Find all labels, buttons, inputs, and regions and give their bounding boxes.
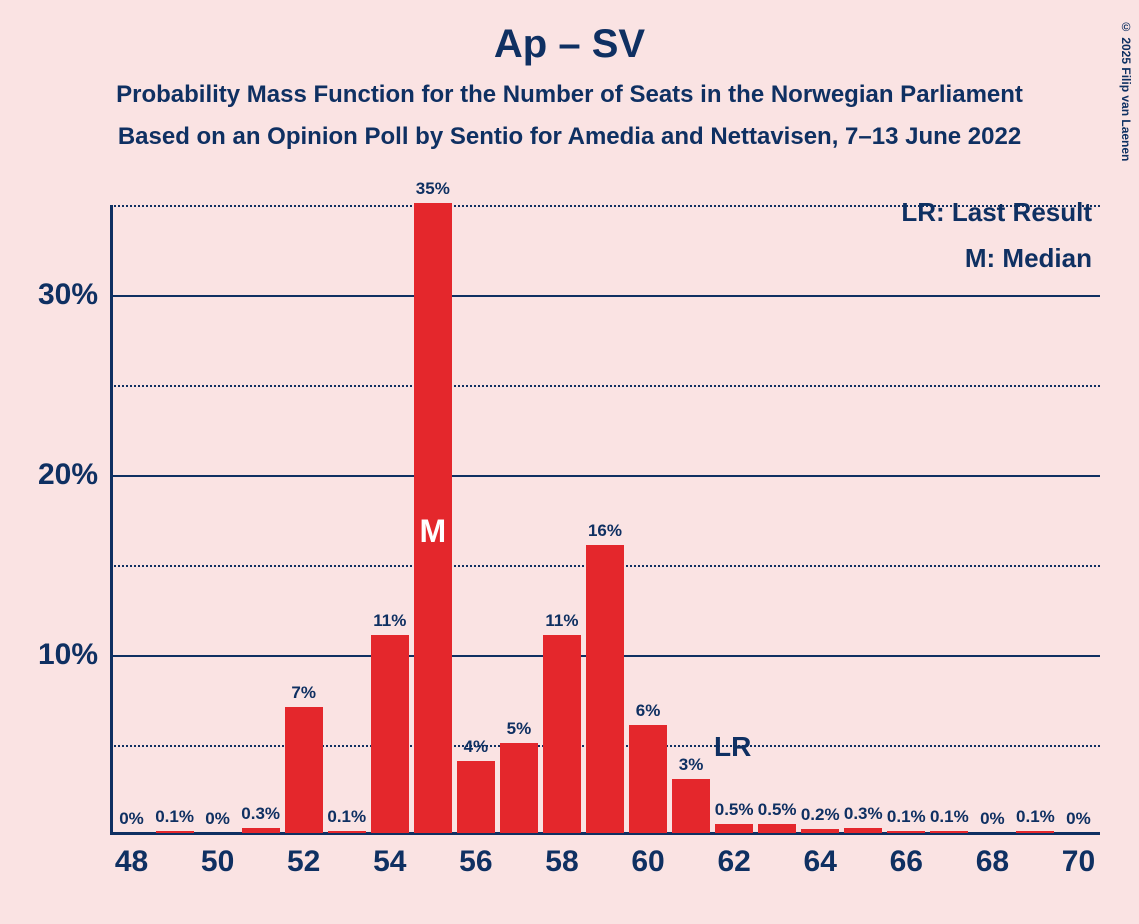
bar-value-label: 0.1% [155,807,194,827]
gridline-major [110,475,1100,477]
bar-value-label: 11% [373,611,406,631]
x-tick-label: 66 [890,845,923,879]
bar-value-label: 0.3% [844,804,883,824]
bar: 0.5% [758,824,796,833]
x-tick-label: 62 [717,845,750,879]
x-tick-label: 50 [201,845,234,879]
bar-value-label: 0% [1066,809,1091,829]
gridline-minor [110,385,1100,387]
bar: 11% [543,635,581,833]
bar: 3% [672,779,710,833]
bar-value-label: 35% [416,179,450,199]
bar-value-label: 16% [588,521,622,541]
bar: 0.1% [156,831,194,833]
bar-value-label: 4% [464,737,489,757]
bar-value-label: 0.3% [241,804,280,824]
median-marker: M [419,513,446,550]
copyright-text: © 2025 Filip van Laenen [1119,20,1133,161]
chart-subtitle-1: Probability Mass Function for the Number… [0,81,1139,109]
bar-value-label: 3% [679,755,704,775]
bar-value-label: 6% [636,701,661,721]
bar: 35%M [414,203,452,833]
bar: 0.5% [715,824,753,833]
y-tick-label: 10% [38,638,98,672]
x-tick-label: 60 [631,845,664,879]
chart-subtitle-2: Based on an Opinion Poll by Sentio for A… [0,123,1139,151]
bar-value-label: 0.1% [1016,807,1055,827]
bar: 5% [500,743,538,833]
bar-value-label: 0% [119,809,144,829]
bar-value-label: 0% [205,809,230,829]
y-tick-label: 30% [38,278,98,312]
y-axis [110,205,113,835]
x-tick-label: 70 [1062,845,1095,879]
bar-value-label: 5% [507,719,532,739]
x-tick-label: 52 [287,845,320,879]
x-tick-label: 64 [804,845,837,879]
bar: 6% [629,725,667,833]
bar-value-label: 11% [545,611,578,631]
bar-value-label: 7% [291,683,316,703]
bar: 0.1% [930,831,968,833]
bar-value-label: 0.5% [715,800,754,820]
bar: 11% [371,635,409,833]
bar-value-label: 0.1% [887,807,926,827]
x-tick-label: 68 [976,845,1009,879]
x-tick-label: 58 [545,845,578,879]
bar: 4% [457,761,495,833]
x-tick-label: 56 [459,845,492,879]
legend-lr: LR: Last Result [901,197,1092,228]
gridline-minor [110,205,1100,207]
bar: 0.1% [1016,831,1054,833]
chart-title: Ap – SV [0,0,1139,67]
bar: 0.2% [801,829,839,833]
bar: 7% [285,707,323,833]
bar: 0.3% [242,828,280,833]
bar-value-label: 0.1% [930,807,969,827]
chart-plot-area: LR: Last Result M: Median 10%20%30%48505… [110,205,1100,835]
bar: 0.3% [844,828,882,833]
lr-marker: LR [714,731,751,763]
x-tick-label: 54 [373,845,406,879]
bar-value-label: 0.1% [327,807,366,827]
bar-value-label: 0.5% [758,800,797,820]
x-tick-label: 48 [115,845,148,879]
bar: 16% [586,545,624,833]
gridline-major [110,295,1100,297]
y-tick-label: 20% [38,458,98,492]
bar: 0.1% [328,831,366,833]
bar-value-label: 0.2% [801,805,840,825]
bar: 0.1% [887,831,925,833]
legend-m: M: Median [965,243,1092,274]
bar-value-label: 0% [980,809,1005,829]
